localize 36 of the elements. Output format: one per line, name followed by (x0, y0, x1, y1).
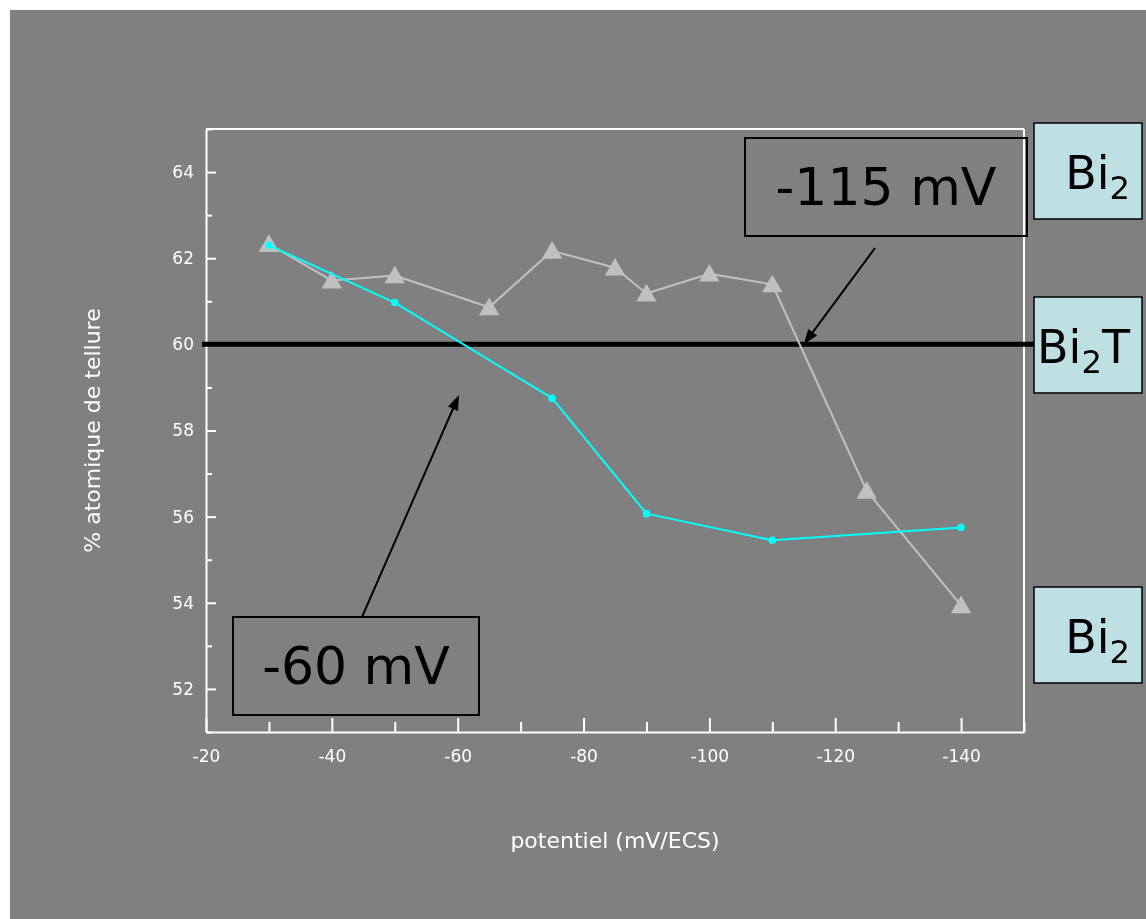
x-tick-label: -40 (318, 746, 347, 767)
annotation: -115 mV (775, 157, 997, 217)
x-tick-label: -140 (942, 746, 981, 767)
y-tick-label: 64 (172, 162, 194, 183)
point (762, 274, 783, 293)
point (390, 298, 399, 307)
x-tick-label: -20 (192, 746, 221, 767)
point (636, 283, 657, 302)
text: Bi$_{2}$ (1065, 146, 1130, 207)
text: Bi$_{2}$T (1037, 320, 1131, 381)
x-tick-label: -100 (690, 746, 730, 767)
point (321, 270, 343, 289)
point (856, 481, 877, 499)
point (384, 265, 405, 284)
x-tick-label: -80 (570, 746, 598, 767)
x-tick-label: -60 (444, 746, 473, 767)
text: Bi$_{2}$ (1065, 610, 1130, 671)
annotation: -60 mV (262, 636, 451, 696)
point (541, 241, 563, 259)
point (548, 394, 556, 402)
y-tick-label: 56 (172, 506, 194, 527)
y-tick-label: 60 (172, 334, 194, 355)
point (950, 595, 972, 614)
x-tick-label: -120 (816, 746, 856, 767)
point (699, 263, 720, 282)
y-tick-label: 62 (172, 248, 194, 269)
point (604, 257, 626, 276)
point (478, 297, 500, 316)
point (957, 523, 965, 532)
y-axis-title: % atomique de tellure (80, 308, 105, 553)
y-tick-label: 54 (172, 592, 194, 613)
x-axis-title: potentiel (mV/ECS) (510, 828, 720, 853)
y-tick-label: 52 (172, 678, 194, 699)
point (768, 536, 777, 545)
y-tick-label: 58 (172, 420, 194, 441)
point (642, 509, 651, 518)
